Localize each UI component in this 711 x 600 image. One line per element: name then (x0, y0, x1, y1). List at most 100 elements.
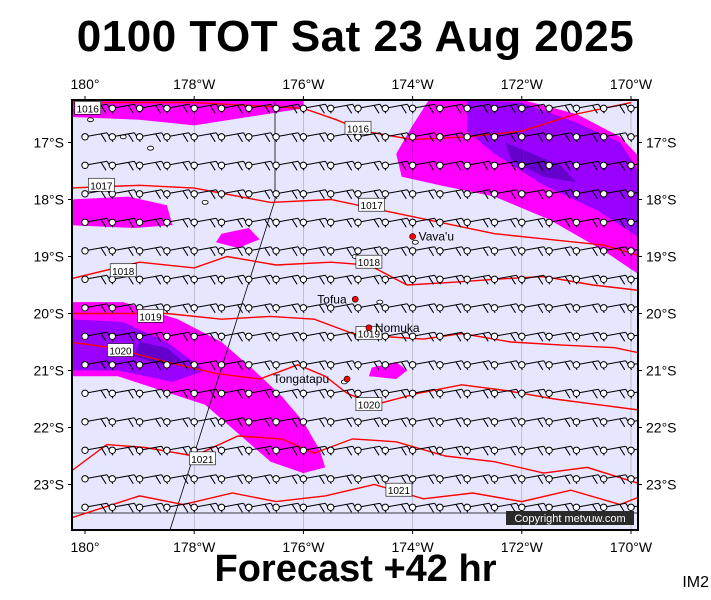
wind-barb (627, 104, 638, 113)
wind-barb (381, 417, 414, 428)
isobar-label-text: 1016 (77, 104, 100, 115)
lat-tick-label-right: 18°S (646, 192, 677, 208)
place-marker (343, 375, 351, 383)
place-marker (409, 233, 416, 240)
wind-barb (163, 132, 196, 143)
wind-barb (627, 247, 638, 255)
wind-barb (381, 303, 414, 314)
wind-barb (163, 189, 196, 200)
wind-barb (354, 417, 387, 428)
wind-barb (217, 303, 250, 314)
lon-tick-label-bottom: 172°W (501, 539, 544, 555)
lon-tick-label-top: 170°W (610, 76, 653, 92)
isobar-label: 1017 (88, 177, 115, 192)
wind-barb (381, 160, 414, 171)
rain-area (368, 362, 408, 379)
wind-barb (408, 502, 442, 513)
wind-barb (381, 132, 414, 143)
rain-area (216, 228, 260, 248)
wind-barb (299, 303, 332, 314)
wind-barb (627, 332, 638, 340)
wind-barb (627, 389, 638, 397)
wind-barb (327, 303, 360, 314)
wind-barb (272, 246, 305, 257)
isobar-label: 1018 (109, 263, 137, 278)
isobar-label: 1016 (74, 101, 102, 115)
wind-barb (354, 189, 387, 200)
wind-barb (217, 217, 250, 228)
wind-barb (163, 303, 196, 314)
wind-barb (518, 274, 551, 285)
rain-area (505, 142, 577, 183)
wind-barb (381, 189, 414, 200)
wind-barb (135, 246, 169, 257)
wind-barb (545, 246, 578, 257)
wind-barb (436, 474, 469, 485)
lat-tick-label-left: 18°S (33, 192, 64, 208)
lon-tick-label-top: 176°W (282, 76, 325, 92)
isobar-label-text: 1018 (112, 267, 135, 278)
island (87, 117, 94, 123)
wind-barb (327, 246, 360, 257)
wind-barb (163, 103, 196, 114)
wind-barb (518, 417, 551, 428)
place-name: Tofua (317, 292, 347, 306)
wind-barb (518, 189, 551, 200)
wind-barb (490, 445, 523, 456)
wind-barb (627, 475, 638, 483)
isobar-label-text: 1021 (388, 486, 411, 497)
map-frame (71, 99, 639, 531)
axis-ticks: 180° 180° 178°W 178°W 176°W 176°W 174°W 174°W 17… (33, 76, 676, 555)
lon-tick-label-top: 178°W (173, 76, 216, 92)
wind-barb (463, 445, 496, 456)
isobar-label: 1020 (355, 397, 383, 412)
wind-barb (190, 331, 223, 342)
wind-barb (572, 502, 605, 513)
isobar-label: 1017 (358, 197, 385, 212)
isobar-line (72, 184, 638, 257)
island (147, 145, 154, 151)
wind-barb (327, 189, 360, 200)
lon-tick-label-bottom: 178°W (173, 539, 216, 555)
wind-barb (600, 445, 633, 456)
island (411, 239, 419, 245)
rain-layer (72, 100, 638, 474)
place-name: Vava'u (419, 230, 454, 244)
lat-tick-label-right: 17°S (646, 135, 677, 151)
wind-barb (190, 303, 223, 314)
wind-barb (627, 304, 638, 312)
wind-barb (627, 275, 638, 283)
wind-barb (272, 360, 305, 371)
wind-barb (545, 502, 578, 513)
wind-barb (572, 132, 605, 143)
isobar-label-text: 1021 (191, 455, 214, 466)
wind-barb (436, 246, 469, 257)
lon-tick-label-bottom: 176°W (282, 539, 325, 555)
wind-barb (135, 160, 169, 171)
wind-barb (627, 446, 638, 454)
wind-barb (627, 361, 638, 369)
forecast-hour: Forecast +42 hr (214, 548, 497, 590)
wind-barb (108, 331, 141, 342)
lon-tick-label-top: 180° (71, 76, 100, 92)
wind-barb (108, 160, 141, 171)
wind-barb (299, 103, 332, 114)
wind-barb (490, 388, 523, 399)
place-name: Tongatapu (273, 372, 329, 386)
wind-barb (572, 246, 605, 257)
wind-barb (245, 189, 278, 200)
wind-barb (408, 474, 442, 485)
wind-barb (627, 218, 638, 227)
isobar-label-text: 1020 (358, 401, 381, 412)
wind-barb (135, 217, 169, 228)
isobar-label: 1019 (355, 326, 383, 340)
wind-barb (245, 417, 278, 428)
wind-barb (518, 388, 551, 399)
credit-text: Copyright metvuw.com (514, 513, 625, 525)
wind-barb (108, 388, 141, 399)
wind-barb (381, 103, 414, 114)
lon-tick-label-bottom: 170°W (610, 539, 653, 555)
lat-tick-label-right: 20°S (646, 306, 677, 322)
wind-barb (436, 132, 469, 143)
